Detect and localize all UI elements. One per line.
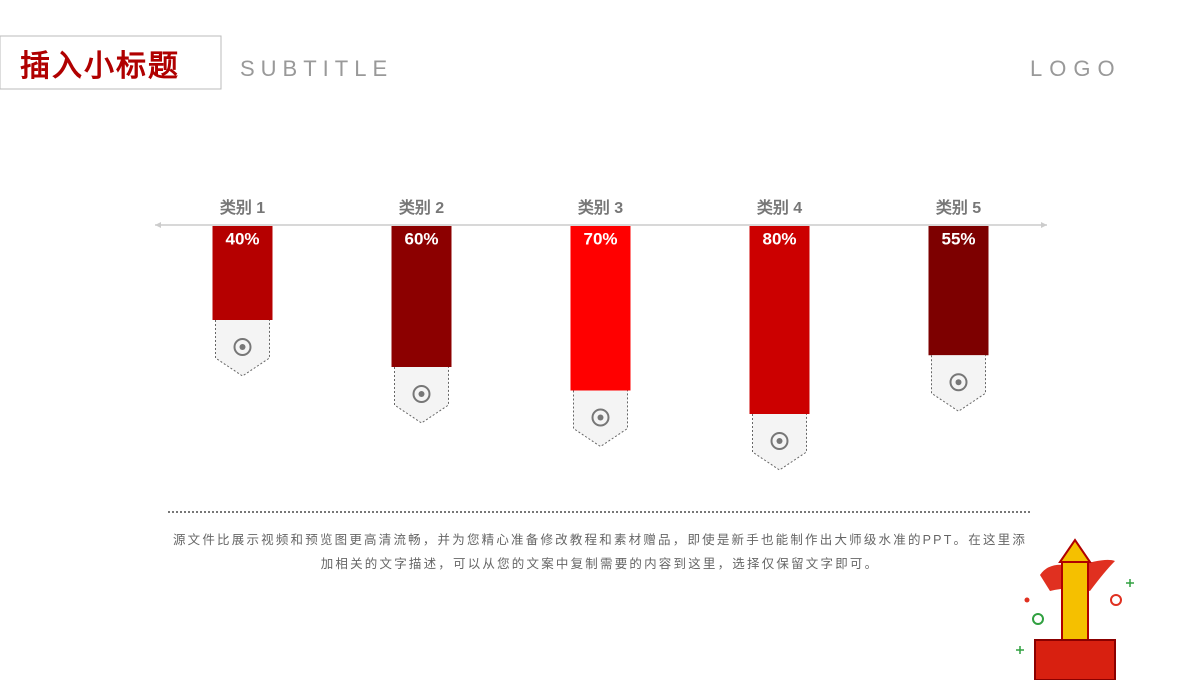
bar (570, 226, 631, 391)
bar (928, 226, 989, 356)
bar (212, 226, 273, 320)
description: 源文件比展示视频和预览图更高清流畅，并为您精心准备修改教程和素材赠品，即使是新手… (172, 533, 1028, 571)
category-label: 类别 4 (757, 198, 802, 217)
category-label: 类别 5 (936, 198, 981, 217)
value-label: 40% (225, 229, 259, 248)
title-box (0, 35, 222, 90)
icon (770, 432, 789, 450)
subtitle: SUBTITLE (240, 56, 393, 81)
value-label: 60% (404, 229, 438, 248)
bar (749, 226, 810, 414)
decoration (1016, 538, 1134, 680)
icon (239, 344, 246, 350)
category-label: 类别 1 (220, 198, 265, 217)
icon (412, 385, 431, 403)
value-label: 55% (941, 229, 975, 248)
category-label: 类别 2 (399, 198, 444, 217)
icon (949, 373, 968, 392)
icon (591, 408, 610, 427)
icon (233, 338, 252, 356)
icon (418, 391, 425, 397)
value-label: 70% (583, 229, 617, 248)
title: 插入小标题 (20, 50, 180, 83)
icon (597, 414, 604, 421)
value-label: 80% (762, 229, 796, 248)
bar (391, 226, 452, 367)
category-label: 类别 3 (578, 198, 623, 217)
logo: LOGO (1030, 56, 1122, 81)
icon (776, 438, 783, 444)
icon (955, 379, 962, 386)
